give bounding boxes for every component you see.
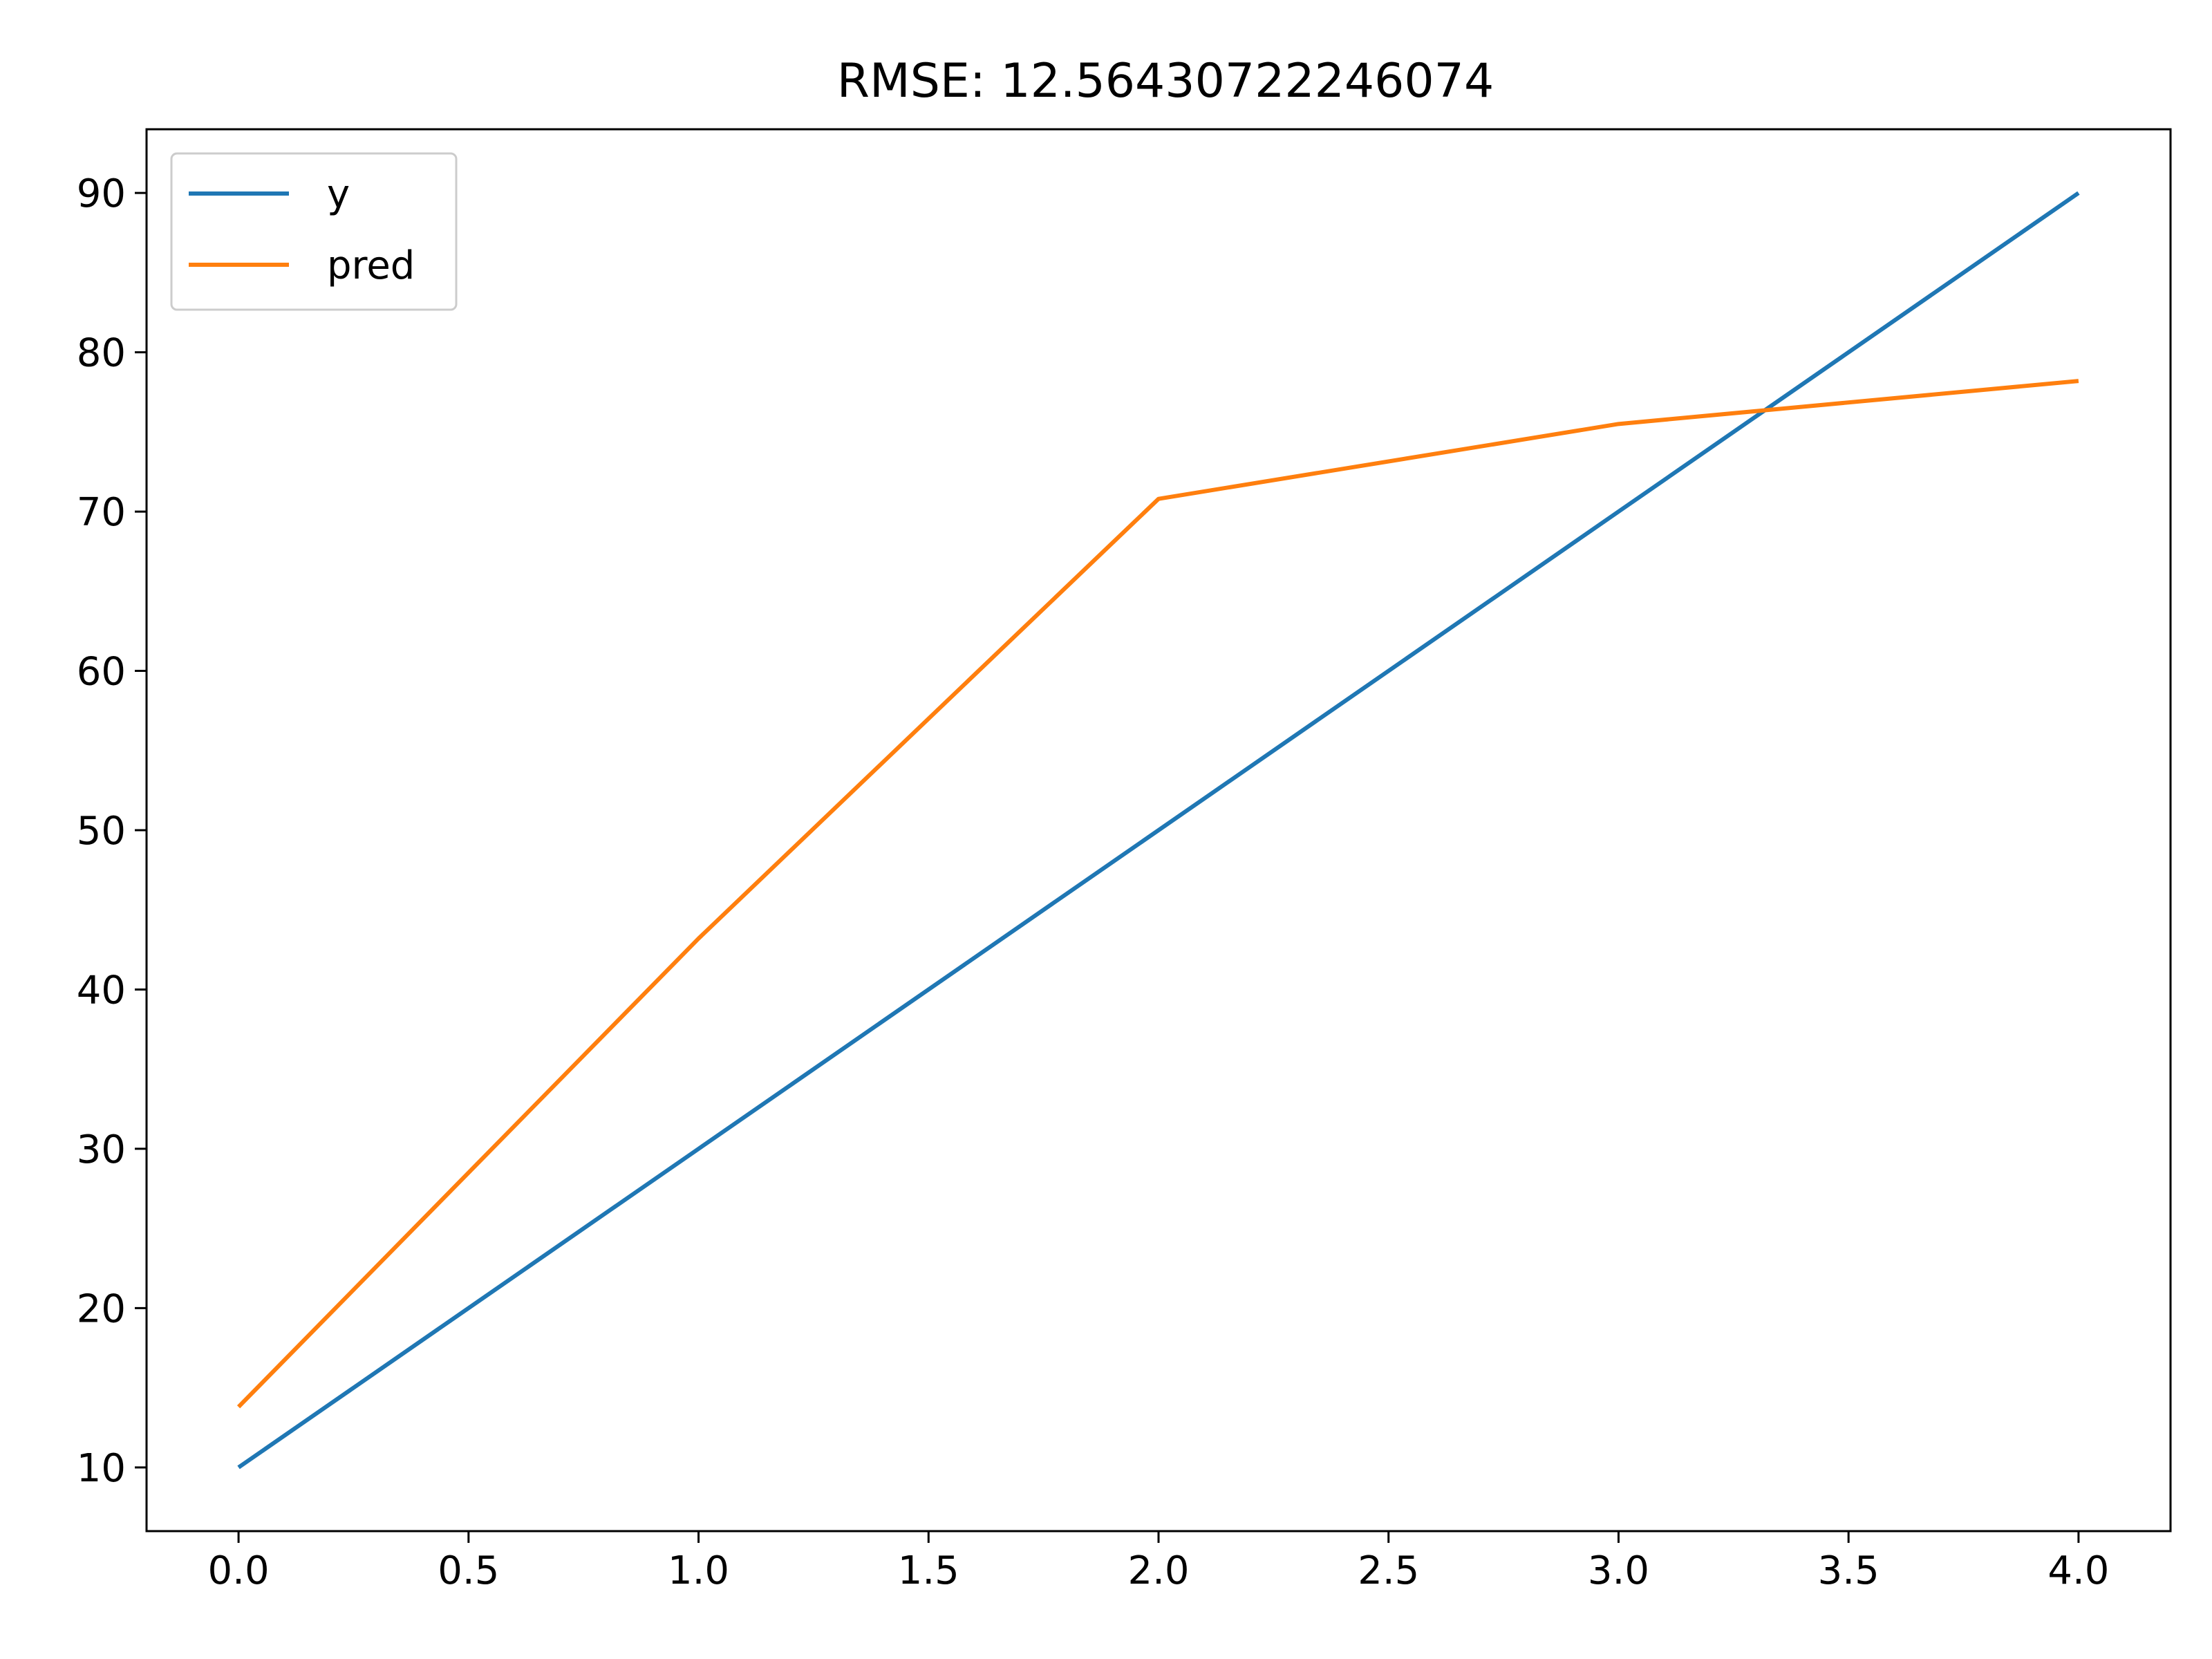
- series-line-y: [237, 191, 2080, 1470]
- x-tick-label: 4.0: [2047, 1548, 2109, 1593]
- x-tick-label: 2.5: [1358, 1548, 1419, 1593]
- y-tick-label: 70: [77, 490, 126, 535]
- y-tick-label: 50: [77, 809, 126, 854]
- x-tick-label: 1.5: [898, 1548, 959, 1593]
- legend: y pred: [170, 152, 458, 311]
- x-tick-label: 0.5: [438, 1548, 499, 1593]
- y-tick-label: 60: [77, 650, 126, 695]
- series-line-pred: [236, 379, 2079, 1409]
- y-tick-label: 10: [77, 1446, 126, 1491]
- y-tick-label: 90: [77, 171, 126, 216]
- x-axis: 0.0 0.5 1.0 1.5 2.0 2.5 3.0 3.5 4.0: [208, 1531, 2109, 1593]
- x-tick-label: 0.0: [208, 1548, 270, 1593]
- y-tick-label: 20: [77, 1286, 126, 1331]
- x-tick-label: 3.5: [1818, 1548, 1880, 1593]
- y-tick-label: 30: [77, 1127, 126, 1172]
- x-tick-label: 2.0: [1127, 1548, 1189, 1593]
- y-tick-label: 80: [77, 331, 126, 376]
- legend-label-pred: pred: [327, 243, 415, 288]
- x-tick-label: 3.0: [1588, 1548, 1649, 1593]
- x-tick-label: 1.0: [668, 1548, 729, 1593]
- series-layer: [236, 191, 2080, 1470]
- y-tick-label: 40: [77, 968, 126, 1013]
- chart-title: RMSE: 12.56430722246074: [837, 54, 1494, 109]
- y-axis: 10 20 30 40 50 60 70 80 90: [77, 171, 147, 1491]
- legend-label-y: y: [327, 172, 350, 217]
